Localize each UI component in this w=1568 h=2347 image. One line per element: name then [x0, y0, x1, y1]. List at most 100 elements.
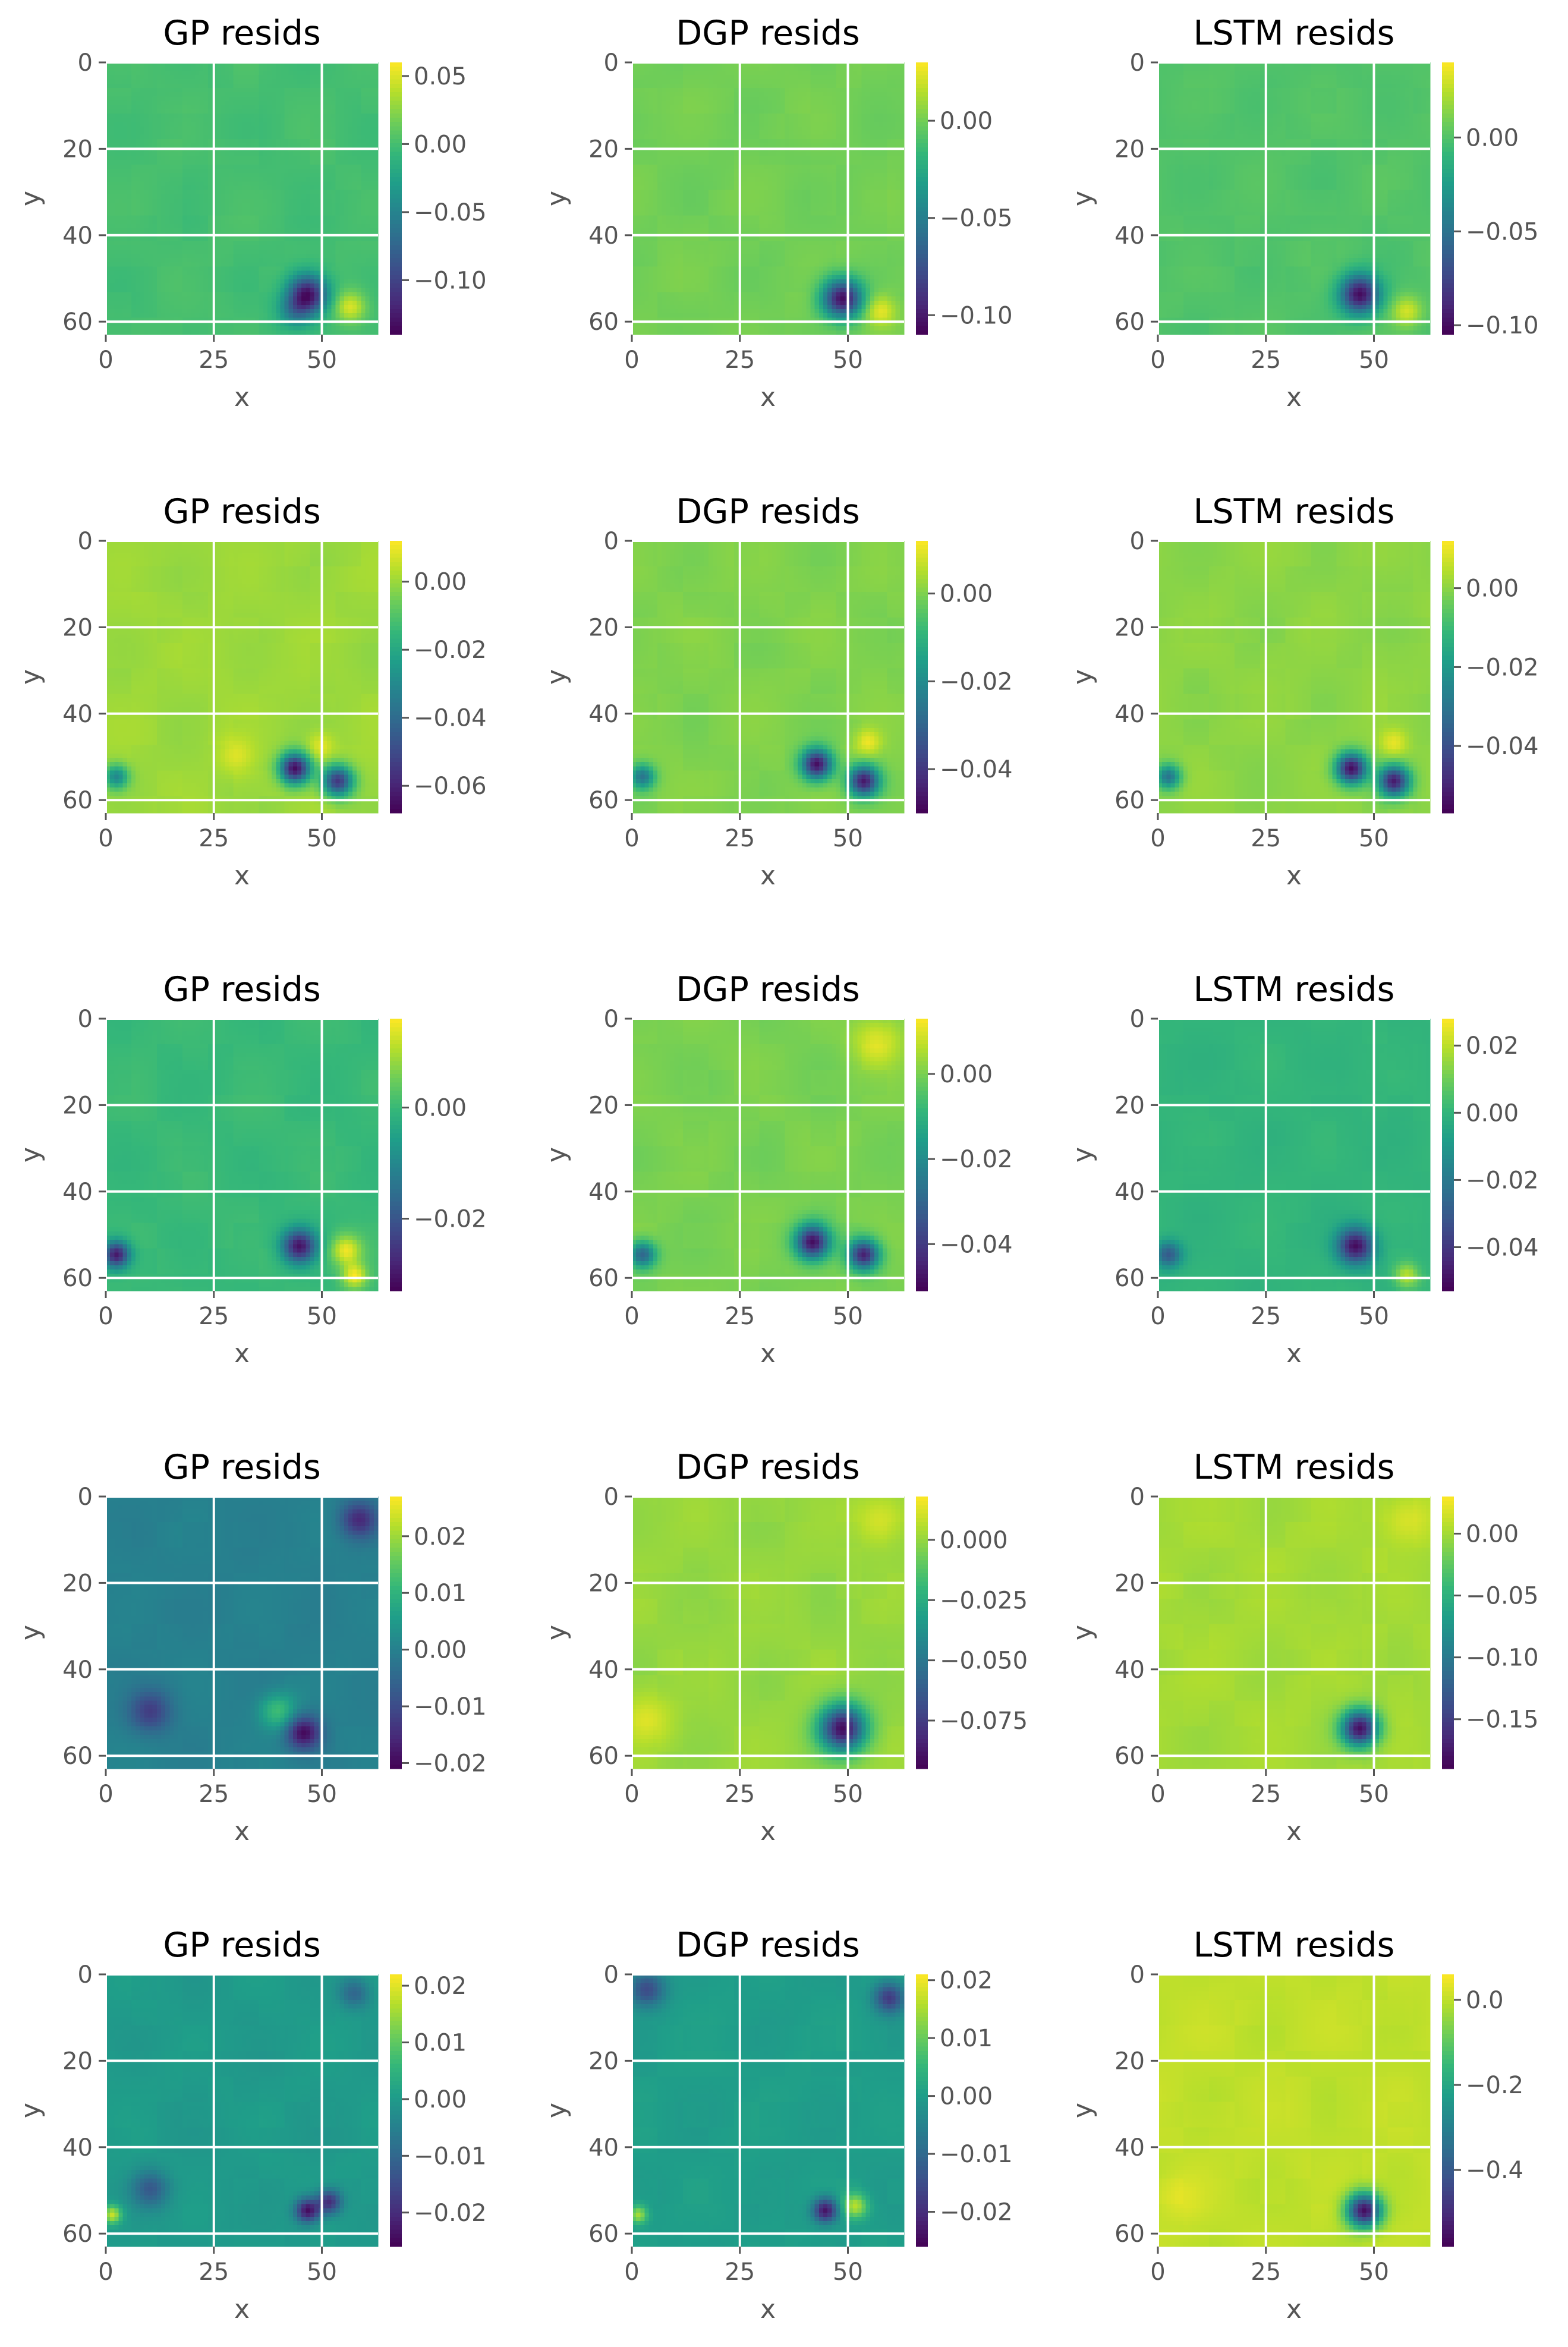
heatmap-cell — [314, 84, 319, 89]
heatmap-cell — [361, 160, 366, 165]
heatmap-cell — [250, 100, 255, 105]
heatmap-cell — [340, 88, 345, 93]
heatmap-cell — [250, 96, 255, 101]
heatmap-cell — [267, 181, 272, 186]
heatmap-cell — [110, 143, 115, 148]
heatmap-cell — [234, 143, 238, 148]
heatmap-cell — [234, 88, 238, 93]
heatmap-cell — [254, 143, 259, 148]
heatmap-cell — [161, 160, 166, 165]
heatmap-cell — [357, 126, 361, 131]
heatmap-cell — [195, 96, 200, 101]
heatmap-cell — [314, 109, 319, 114]
heatmap-cell — [144, 114, 149, 118]
heatmap-cell — [352, 92, 357, 97]
heatmap-cell — [169, 122, 174, 127]
heatmap-cell — [267, 156, 272, 160]
heatmap-cell — [187, 181, 191, 186]
heatmap-cell — [169, 114, 174, 118]
heatmap-cell — [182, 156, 187, 160]
heatmap-cell — [118, 118, 123, 122]
heatmap-cell — [366, 139, 370, 144]
heatmap-cell — [340, 114, 345, 118]
heatmap-cell — [340, 152, 345, 156]
heatmap-cell — [293, 156, 298, 160]
heatmap-cell — [153, 122, 158, 127]
heatmap-cell — [216, 122, 221, 127]
heatmap-cell — [182, 139, 187, 144]
heatmap-cell — [182, 84, 187, 89]
heatmap-cell — [178, 173, 183, 178]
heatmap-cell — [182, 75, 187, 80]
heatmap-cell — [323, 100, 328, 105]
heatmap-cell — [169, 186, 174, 191]
heatmap-cell — [127, 156, 132, 160]
heatmap-cell — [153, 100, 158, 105]
heatmap-cell — [361, 143, 366, 148]
heatmap-cell — [246, 100, 251, 105]
heatmap-cell — [254, 109, 259, 114]
heatmap-cell — [216, 92, 221, 97]
heatmap-cell — [289, 177, 294, 182]
heatmap-cell — [140, 165, 144, 169]
heatmap-cell — [199, 190, 204, 195]
heatmap-cell — [131, 126, 136, 131]
heatmap-cell — [352, 135, 357, 140]
heatmap-cell — [314, 152, 319, 156]
heatmap-cell — [306, 92, 310, 97]
heatmap-cell — [327, 105, 332, 110]
heatmap-cell — [348, 160, 353, 165]
heatmap-cell — [199, 177, 204, 182]
heatmap-cell — [374, 156, 379, 160]
heatmap-cell — [276, 173, 281, 178]
heatmap-cell — [161, 173, 166, 178]
heatmap-cell — [144, 67, 149, 71]
heatmap-cell — [293, 88, 298, 93]
heatmap-cell — [297, 135, 302, 140]
heatmap-cell — [246, 71, 251, 75]
heatmap-cell — [169, 88, 174, 93]
heatmap-cell — [131, 75, 136, 80]
heatmap-cell — [361, 177, 366, 182]
heatmap-cell — [191, 190, 196, 195]
heatmap-cell — [123, 143, 128, 148]
heatmap-cell — [165, 75, 170, 80]
heatmap-cell — [238, 67, 243, 71]
heatmap-cell — [221, 186, 225, 191]
heatmap-cell — [310, 118, 315, 122]
heatmap-cell — [110, 122, 115, 127]
heatmap-cell — [285, 88, 289, 93]
heatmap-cell — [169, 100, 174, 105]
heatmap-cell — [276, 156, 281, 160]
heatmap-cell — [331, 126, 336, 131]
heatmap-cell — [195, 186, 200, 191]
heatmap-cell — [246, 169, 251, 174]
heatmap-cell — [306, 71, 310, 75]
heatmap-cell — [187, 173, 191, 178]
heatmap-cell — [144, 71, 149, 75]
heatmap-cell — [114, 186, 119, 191]
heatmap-cell — [276, 122, 281, 127]
heatmap-cell — [289, 71, 294, 75]
heatmap-cell — [123, 135, 128, 140]
heatmap-cell — [161, 181, 166, 186]
heatmap-cell — [114, 122, 119, 127]
heatmap-cell — [361, 165, 366, 169]
heatmap-cell — [149, 84, 153, 89]
heatmap-cell — [361, 80, 366, 84]
heatmap-cell — [161, 75, 166, 80]
heatmap-cell — [118, 105, 123, 110]
heatmap-cell — [118, 126, 123, 131]
heatmap-cell — [221, 152, 225, 156]
heatmap-cell — [254, 71, 259, 75]
heatmap-cell — [327, 177, 332, 182]
heatmap-cell — [254, 173, 259, 178]
heatmap-cell — [165, 177, 170, 182]
heatmap-cell — [348, 122, 353, 127]
heatmap-cell — [238, 100, 243, 105]
heatmap-cell — [361, 135, 366, 140]
heatmap-cell — [169, 105, 174, 110]
heatmap-cell — [357, 114, 361, 118]
heatmap-cell — [276, 105, 281, 110]
heatmap-cell — [182, 152, 187, 156]
